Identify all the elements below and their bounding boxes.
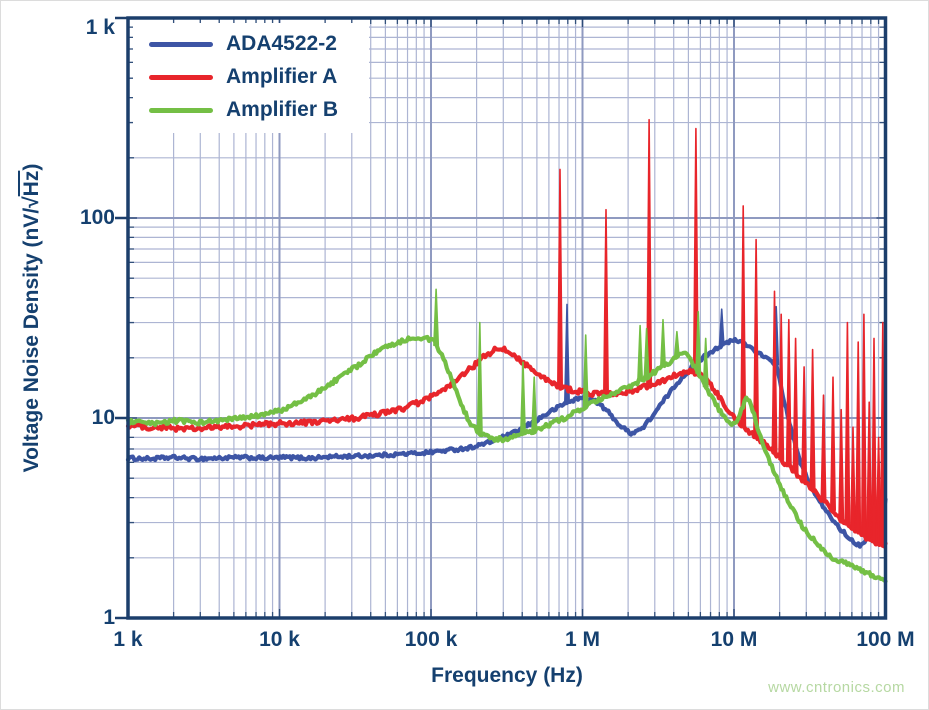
series-spike-amplifier-a (801, 366, 808, 483)
x-tick-label: 10 M (710, 628, 758, 651)
legend-label: Amplifier A (226, 65, 338, 88)
series-spike-amplifier-b (519, 361, 527, 436)
series-spike-amplifier-a (875, 436, 882, 545)
legend-line-swatch (149, 41, 213, 47)
series-spike-amplifier-a (646, 118, 653, 387)
x-axis-title: Frequency (Hz) (431, 664, 583, 687)
y-tick-label: 100 (79, 206, 115, 229)
legend-label: ADA4522-2 (226, 32, 337, 55)
series-spike-amplifier-a (838, 408, 845, 521)
y-axis-title-close: ) (20, 163, 43, 171)
series-spike-amplifier-a (860, 313, 867, 538)
x-tick-label: 1 k (113, 628, 143, 651)
series-spike-amplifier-a (866, 401, 873, 541)
series-spike-amplifier-b (702, 337, 709, 388)
series-line-amplifier-b (125, 334, 888, 584)
series-spike-amplifier-a (602, 208, 610, 396)
series-spike-amplifier-b (476, 321, 483, 434)
series-spike-amplifier-a (771, 290, 778, 455)
x-tick-label: 100 M (856, 628, 915, 651)
plot-frame (126, 16, 888, 620)
series-spike-amplifier-b (643, 327, 650, 378)
y-axis-title-text: Voltage Noise Density (nV/√ (20, 196, 43, 473)
series-spike-amplifier-a (785, 318, 792, 468)
legend: ADA4522-2 Amplifier A Amplifier B (133, 23, 369, 133)
series-spike-amplifier-a (820, 394, 827, 502)
y-axis-title: Voltage Noise Density (nV/√Hz) (20, 164, 44, 473)
series-spike-amplifier-b (637, 324, 644, 382)
x-tick-label: 10 k (259, 628, 300, 651)
series-spike-amplifier-a (870, 337, 878, 544)
grid-major (128, 18, 886, 618)
series-spike-amplifier-a (849, 426, 857, 531)
y-axis-title-hz-overline: Hz (20, 170, 43, 197)
x-tick-label: 1 M (564, 628, 601, 651)
series-spike-amplifier-a (778, 313, 785, 461)
series-line-ada4522-2 (125, 336, 888, 549)
y-tick-label: 10 (91, 406, 115, 429)
series-spike-amplifier-b (659, 318, 667, 368)
series-spike-amplifier-b (433, 288, 440, 347)
series-spike-amplifier-b (531, 376, 538, 432)
legend-item-ada4522-2: ADA4522-2 (149, 30, 361, 58)
watermark: www.cntronics.com (768, 679, 905, 696)
series-spike-amplifier-a (829, 376, 837, 512)
y-axis-major-ticks (115, 16, 128, 620)
series-spike-amplifier-b (695, 310, 702, 374)
series-spike-ada4522-2 (718, 308, 725, 347)
series-spike-amplifier-a (753, 238, 760, 438)
legend-line-swatch (149, 107, 213, 113)
series-spike-amplifier-a (740, 205, 747, 427)
series-spike-amplifier-a (809, 348, 816, 491)
legend-line-swatch (149, 74, 213, 80)
y-tick-label: 1 k (85, 16, 115, 39)
y-tick-label: 1 (103, 606, 115, 629)
series-spike-amplifier-b (582, 334, 589, 408)
legend-label: Amplifier B (226, 98, 339, 121)
legend-item-amplifier-a: Amplifier A (149, 63, 361, 91)
series-spike-amplifier-a (844, 321, 851, 526)
legend-item-amplifier-b: Amplifier B (149, 96, 361, 124)
series-spike-amplifier-b (673, 330, 680, 358)
x-tick-label: 100 k (404, 628, 458, 651)
series-spike-ada4522-2 (563, 303, 571, 404)
series-spike-amplifier-a (855, 341, 862, 534)
series-spike-amplifier-a (556, 168, 564, 388)
series-spike-amplifier-a (792, 337, 799, 474)
